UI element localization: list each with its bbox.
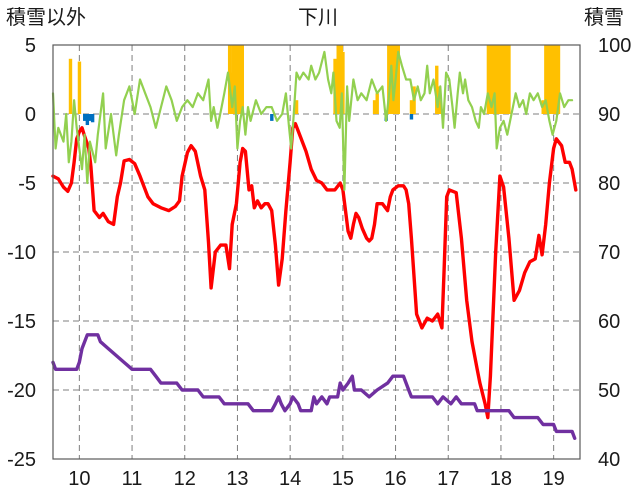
bar [507,45,511,114]
x-tick-label: 10 [68,468,90,490]
y-right-axis-label: 積雪 [584,6,624,29]
y-right-tick-label: 60 [598,311,620,333]
bar [438,100,442,114]
y-left-axis-label: 積雪以外 [6,6,86,29]
bar [85,114,90,126]
bar [68,58,73,114]
series-line [51,333,577,440]
bar [375,93,379,114]
bar [409,100,414,114]
bar [234,45,238,114]
y-right-tick-label: 50 [598,380,620,402]
x-tick-label: 17 [437,468,459,490]
y-right-tick-label: 80 [598,173,620,195]
y-right-tick-label: 90 [598,104,620,126]
bar [341,51,345,114]
x-tick-label: 15 [332,468,354,490]
x-tick-label: 19 [543,468,565,490]
bar [294,100,299,114]
x-tick-label: 16 [384,468,406,490]
y-left-tick-label: -5 [18,173,36,195]
y-left-tick-label: 5 [25,35,36,57]
chart-title: 下川 [298,7,338,29]
x-tick-label: 12 [174,468,196,490]
bar [240,45,244,114]
bar [270,114,274,121]
bar [90,114,95,123]
bar [409,114,414,120]
y-left-tick-label: 0 [25,104,36,126]
y-left-tick-label: -25 [7,449,36,471]
y-right-tick-label: 70 [598,242,620,264]
x-tick-label: 13 [226,468,248,490]
bar [77,61,82,114]
x-tick-label: 11 [122,468,143,490]
bar [372,100,377,114]
x-tick-label: 18 [490,468,512,490]
y-right-tick-label: 40 [598,449,620,471]
plot-frame [52,44,581,460]
bar [556,45,561,114]
y-left-tick-label: -10 [7,242,36,264]
y-left-tick-label: -15 [7,311,36,333]
bar [88,114,92,121]
bar [83,114,87,121]
y-right-tick-label: 100 [598,35,631,57]
x-tick-label: 14 [279,468,301,490]
bar [396,45,400,114]
series-line [51,122,578,420]
y-left-tick-label: -20 [7,380,36,402]
series-line [51,50,574,191]
